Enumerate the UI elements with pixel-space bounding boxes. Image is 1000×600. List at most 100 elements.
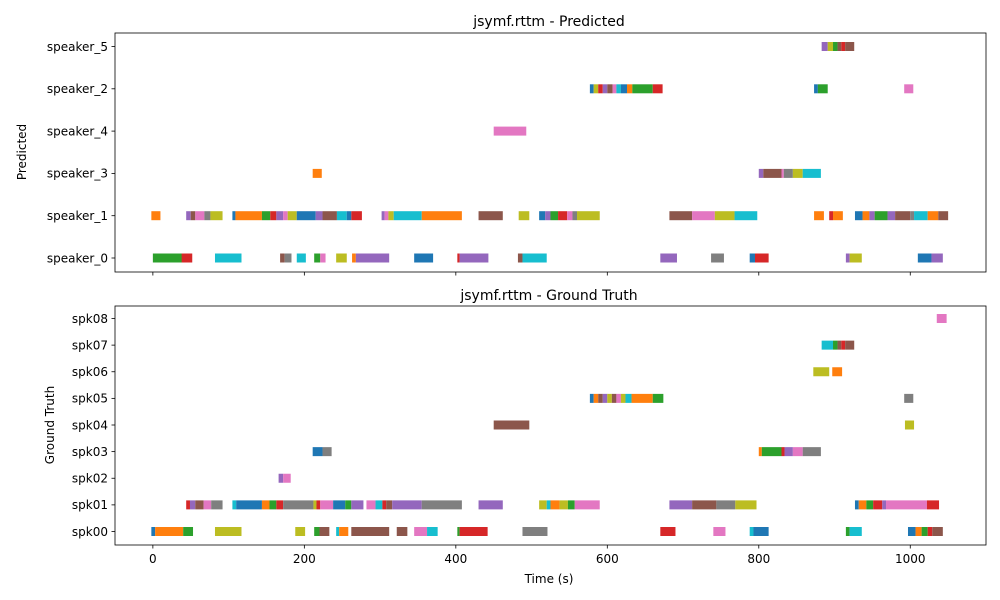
predicted-segment-speaker_0-14 — [517, 253, 523, 263]
predicted-segment-speaker_0-5 — [296, 253, 306, 263]
predicted-y-ticks: speaker_0 speaker_1 speaker_3 speaker_4 spea… — [47, 40, 115, 265]
ground-truth-segment-spk01-51 — [539, 500, 547, 510]
ground-truth-segment-spk04-78 — [493, 420, 530, 430]
ground-truth-segment-spk06-93 — [832, 367, 843, 377]
predicted-segment-speaker_1-73 — [938, 211, 949, 221]
ground-truth-segment-spk00-6 — [319, 527, 330, 536]
ground-truth-segment-spk00-9 — [351, 527, 390, 536]
ground-truth-y-tick-label-spk08: spk08 — [72, 312, 108, 326]
ground-truth-segment-spk01-45 — [375, 500, 383, 510]
ground-truth-segment-spk05-87 — [620, 393, 626, 403]
ground-truth-segment-spk05-89 — [631, 393, 653, 403]
ground-truth-segments — [151, 314, 947, 536]
ground-truth-segment-spk00-2 — [183, 527, 194, 536]
ground-truth-y-tick-label-spk06: spk06 — [72, 365, 108, 379]
ground-truth-segment-spk01-42 — [345, 500, 352, 510]
ground-truth-segment-spk07-94 — [821, 340, 834, 350]
predicted-segment-speaker_0-8 — [336, 253, 347, 263]
predicted-segment-speaker_1-59 — [714, 211, 735, 221]
predicted-segment-speaker_0-1 — [181, 253, 193, 263]
predicted-segment-speaker_1-68 — [887, 211, 896, 221]
predicted-segment-speaker_1-26 — [190, 211, 196, 221]
ground-truth-segment-spk01-67 — [926, 500, 940, 510]
predicted-segment-speaker_0-16 — [660, 253, 677, 263]
predicted-segment-speaker_5-101 — [845, 42, 855, 51]
predicted-title: jsymf.rttm - Predicted — [472, 14, 625, 30]
ground-truth-segment-spk01-61 — [854, 500, 859, 510]
predicted-segment-speaker_0-6 — [314, 253, 321, 263]
ground-truth-y-tick-label-spk02: spk02 — [72, 472, 108, 486]
predicted-segment-speaker_5-97 — [827, 42, 834, 51]
predicted-segment-speaker_1-39 — [322, 211, 337, 221]
ground-truth-segment-spk01-54 — [559, 500, 568, 510]
predicted-segment-speaker_1-46 — [393, 211, 422, 221]
ground-truth-segment-spk01-35 — [269, 500, 277, 510]
predicted-y-tick-label-speaker_2: speaker_2 — [47, 82, 108, 96]
predicted-segment-speaker_2-90 — [627, 84, 633, 94]
predicted-segment-speaker_0-21 — [849, 253, 862, 263]
predicted-segment-speaker_0-9 — [352, 253, 356, 263]
predicted-panel: jsymf.rttm - Predicted Predicted speaker… — [15, 14, 987, 276]
predicted-y-tick-label-speaker_1: speaker_1 — [47, 209, 108, 223]
ground-truth-y-tick-label-spk01: spk01 — [72, 498, 108, 512]
ground-truth-segment-spk00-5 — [314, 527, 320, 536]
predicted-segment-speaker_1-58 — [692, 211, 715, 221]
ground-truth-segment-spk00-17 — [713, 527, 726, 536]
predicted-axes-frame — [114, 32, 987, 273]
predicted-segment-speaker_2-83 — [593, 84, 599, 94]
ground-truth-segment-spk05-80 — [589, 393, 594, 403]
predicted-segment-speaker_2-91 — [632, 84, 653, 94]
ground-truth-segment-spk00-18 — [749, 527, 754, 536]
predicted-segment-speaker_1-55 — [572, 211, 577, 221]
predicted-segment-speaker_2-86 — [607, 84, 613, 94]
predicted-y-tick-label-speaker_4: speaker_4 — [47, 124, 108, 138]
ground-truth-x-tick-label-1000: 1000 — [895, 552, 926, 566]
ground-truth-segment-spk01-37 — [283, 500, 314, 510]
predicted-segment-speaker_0-23 — [931, 253, 943, 263]
predicted-segment-speaker_1-62 — [829, 211, 834, 221]
predicted-segment-speaker_0-13 — [459, 253, 489, 263]
ground-truth-segment-spk00-8 — [339, 527, 349, 536]
ground-truth-x-tick-label-400: 400 — [444, 552, 467, 566]
predicted-segment-speaker_1-52 — [550, 211, 559, 221]
ground-truth-segment-spk01-29 — [195, 500, 204, 510]
predicted-ylabel: Predicted — [15, 124, 29, 180]
predicted-segment-speaker_1-60 — [734, 211, 758, 221]
ground-truth-segment-spk05-83 — [602, 393, 608, 403]
predicted-segment-speaker_0-19 — [755, 253, 769, 263]
predicted-segment-speaker_3-75 — [758, 168, 764, 178]
predicted-segment-speaker_1-32 — [261, 211, 271, 221]
predicted-segment-speaker_0-18 — [749, 253, 755, 263]
ground-truth-x-ticks: 0 200 400 600 800 1000 — [149, 545, 926, 566]
predicted-segment-speaker_1-61 — [814, 211, 824, 221]
ground-truth-title: jsymf.rttm - Ground Truth — [459, 288, 637, 304]
ground-truth-segment-spk00-19 — [753, 527, 769, 536]
ground-truth-ylabel: Ground Truth — [43, 386, 57, 464]
predicted-segment-speaker_1-51 — [545, 211, 551, 221]
predicted-segment-speaker_0-10 — [355, 253, 390, 263]
ground-truth-y-ticks: spk00 spk01 spk02 spk03 spk04 spk05 spk06 spk07… — [72, 312, 115, 539]
predicted-segment-speaker_4-81 — [493, 126, 527, 136]
predicted-segment-speaker_1-54 — [567, 211, 573, 221]
ground-truth-segment-spk01-27 — [186, 500, 190, 510]
predicted-segment-speaker_1-64 — [854, 211, 863, 221]
predicted-segment-speaker_1-66 — [869, 211, 875, 221]
ground-truth-segment-spk05-85 — [611, 393, 617, 403]
predicted-segment-speaker_1-50 — [539, 211, 546, 221]
predicted-segment-speaker_1-71 — [914, 211, 928, 221]
ground-truth-segment-spk02-69 — [283, 473, 291, 483]
predicted-segment-speaker_1-69 — [895, 211, 911, 221]
ground-truth-segment-spk00-16 — [660, 527, 676, 536]
ground-truth-segment-spk02-68 — [278, 473, 284, 483]
predicted-segment-speaker_0-0 — [152, 253, 184, 263]
predicted-segment-speaker_1-43 — [381, 211, 385, 221]
predicted-segment-speaker_1-72 — [927, 211, 939, 221]
ground-truth-segment-spk01-36 — [276, 500, 284, 510]
predicted-segment-speaker_0-2 — [214, 253, 242, 263]
ground-truth-segment-spk05-84 — [607, 393, 612, 403]
ground-truth-panel: jsymf.rttm - Ground Truth Ground Truth T… — [43, 288, 987, 586]
ground-truth-segment-spk01-44 — [366, 500, 376, 510]
predicted-segment-speaker_2-95 — [904, 84, 914, 94]
